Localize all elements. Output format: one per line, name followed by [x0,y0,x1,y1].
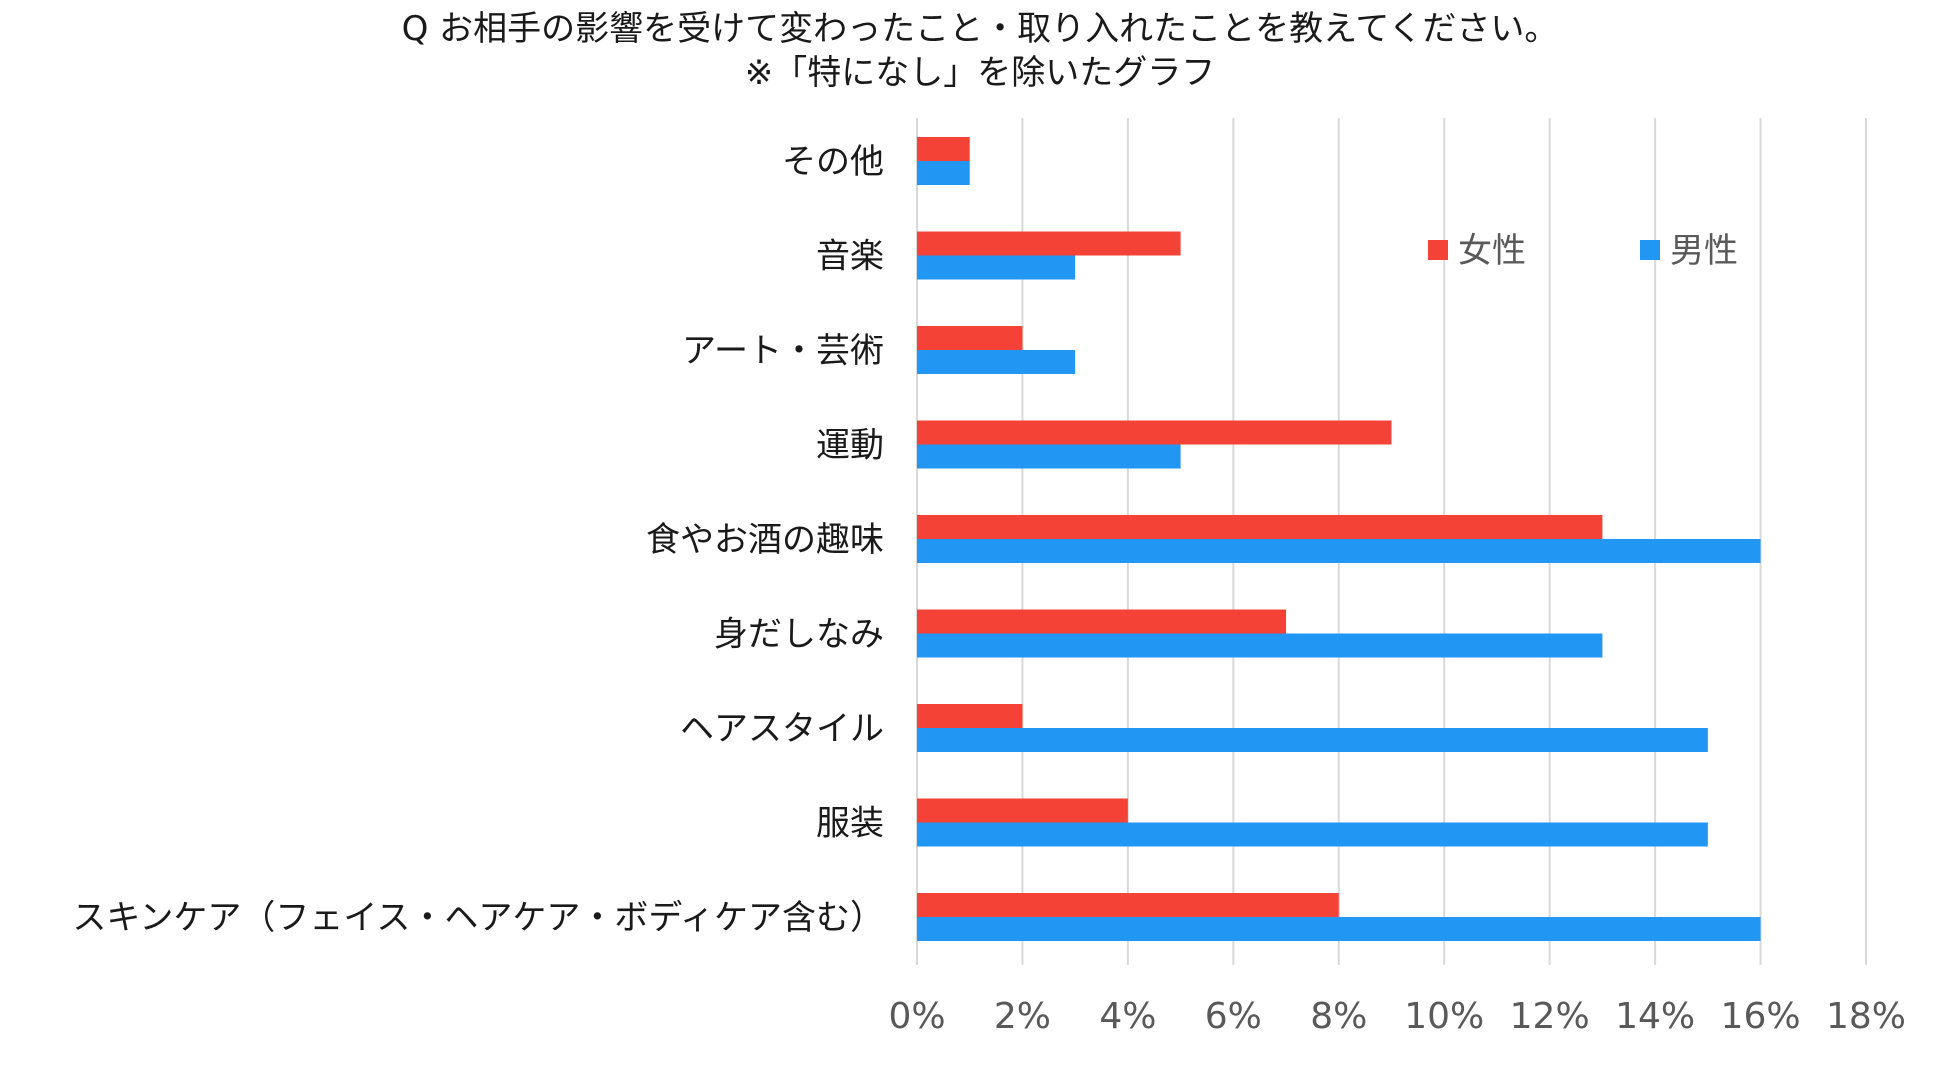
bar-female [917,326,1023,350]
category-label: 食やお酒の趣味 [646,520,884,560]
bar-male [917,539,1761,563]
bar-male [917,917,1761,941]
legend: 女性 男性 [1428,231,1738,271]
x-tick-label: 8% [1310,996,1367,1037]
category-labels: その他音楽アート・芸術運動食やお酒の趣味身だしなみヘアスタイル服装スキンケア（フ… [72,142,884,938]
x-tick-label: 4% [1099,996,1156,1037]
bar-female [917,231,1181,256]
x-tick-label: 0% [888,996,945,1037]
bar-female [917,704,1023,728]
bar-male [917,444,1181,469]
category-label: アート・芸術 [682,331,884,371]
bar-male [917,822,1708,847]
bar-female [917,137,970,161]
x-tick-label: 14% [1615,996,1695,1037]
bar-female [917,893,1339,917]
bar-male [917,633,1603,658]
x-tick-label: 2% [994,996,1051,1037]
category-label: その他 [782,142,884,182]
category-label: 音楽 [816,237,884,277]
category-label: ヘアスタイル [680,709,884,749]
chart-title: Q お相手の影響を受けて変わったこと・取り入れたことを教えてください。 [402,9,1559,49]
chart-subtitle: ※「特になし」を除いたグラフ [745,53,1216,93]
category-label: 服装 [816,804,884,844]
category-label: 身だしなみ [714,615,884,655]
bar-female [917,609,1287,634]
x-tick-label: 12% [1510,996,1590,1037]
legend-label-female: 女性 [1458,231,1526,271]
x-tick-label: 16% [1721,996,1801,1037]
legend-swatch-female [1428,240,1448,260]
bar-female [917,798,1128,823]
x-tick-label: 6% [1205,996,1262,1037]
x-tick-label: 18% [1826,996,1906,1037]
bar-female [917,515,1603,539]
bars [917,137,1761,941]
bar-male [917,728,1708,752]
bar-male [917,255,1076,280]
bar-male [917,350,1076,374]
legend-label-male: 男性 [1670,231,1738,271]
bar-male [917,161,970,185]
x-tick-label: 10% [1404,996,1484,1037]
legend-swatch-male [1640,240,1660,260]
x-axis-ticks: 0% 2% 4% 6% 8% 10% 12% 14% 16% 18% [888,996,1906,1037]
category-label: 運動 [816,426,884,466]
bar-female [917,420,1392,445]
category-label: スキンケア（フェイス・ヘアケア・ボディケア含む） [72,898,884,938]
